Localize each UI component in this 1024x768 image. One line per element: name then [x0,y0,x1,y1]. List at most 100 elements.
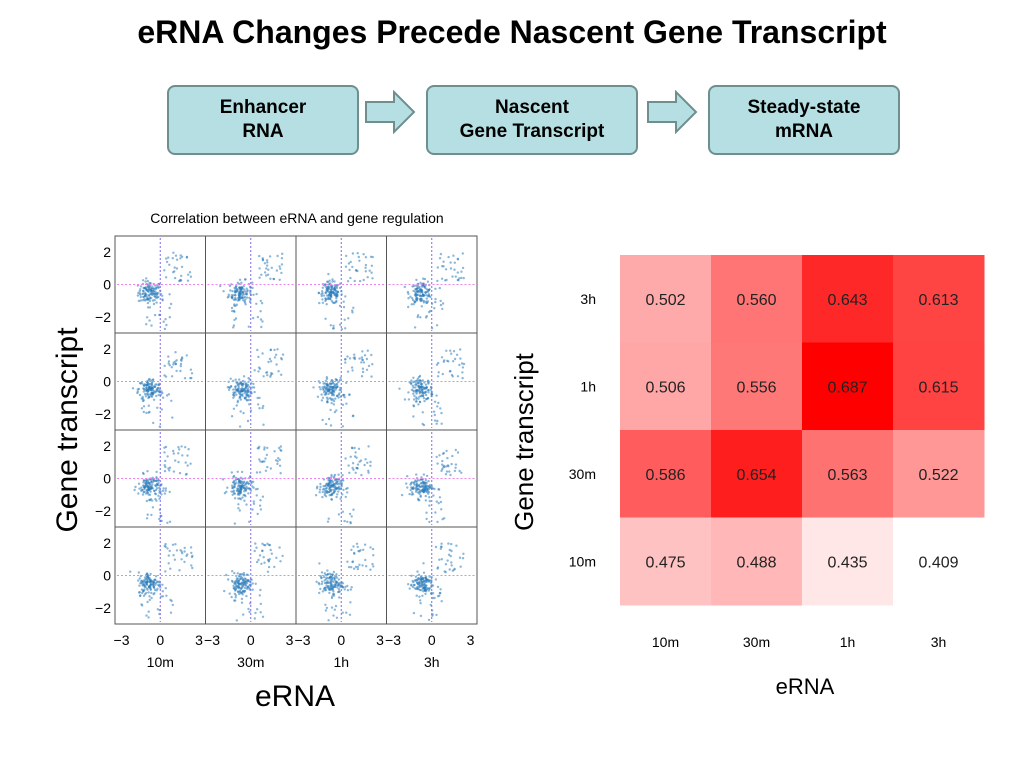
scatter-point [278,464,282,467]
scatter-point [139,288,142,291]
scatter-point [435,394,438,397]
scatter-point [232,391,235,394]
scatter-point [415,293,418,297]
scatter-point [452,360,455,363]
scatter-point [155,476,158,479]
scatter-point [262,375,265,378]
scatter-point [455,353,459,356]
scatter-point [154,290,157,294]
scatter-point [166,521,169,524]
scatter-point [157,393,160,397]
scatter-point [161,299,164,302]
scatter-point [162,320,165,323]
scatter-point [238,479,241,482]
scatter-point [138,393,142,397]
scatter-point [142,484,145,487]
scatter-point [351,414,355,418]
scatter-point [169,302,173,306]
scatter-point [241,293,244,296]
scatter-point [418,395,421,398]
scatter-point [417,397,420,400]
scatter-point [410,379,413,382]
scatter-point [370,375,373,378]
scatter-point [321,286,324,289]
scatter-point [148,286,151,289]
scatter-point [280,373,283,376]
scatter-point [356,252,359,255]
scatter-point [419,297,422,300]
scatter-point [447,360,450,363]
scatter-point [150,486,153,490]
scatter-point [140,407,144,410]
scatter-point [418,390,421,393]
scatter-point [236,383,239,387]
scatter-point [420,291,424,294]
scatter-point [418,400,422,404]
scatter-point [343,318,346,321]
heatmap-x-tick-label: 10m [652,634,679,650]
heatmap-y-axis-label: Gene transcript [509,352,539,531]
scatter-point [324,283,327,286]
scatter-point [460,362,464,365]
scatter-point [329,284,333,287]
flow-box-enhancer-rna: Enhancer RNA [167,85,359,155]
scatter-point [349,276,352,280]
scatter-point [151,387,154,390]
scatter-point [242,375,246,378]
scatter-point [160,519,163,523]
scatter-point [244,298,247,301]
scatter-point [361,370,365,374]
scatter-point [409,295,412,298]
scatter-point [351,309,354,312]
scatter-point [237,386,240,389]
scatter-point [274,353,278,356]
scatter-point [330,290,333,293]
scatter-point [259,310,262,313]
scatter-point [163,451,166,454]
scatter-point [278,458,281,461]
scatter-point [253,369,256,372]
scatter-point [172,449,175,453]
flow-box-nascent-line2: Gene Transcript [459,121,605,142]
scatter-point [155,287,158,290]
scatter-point [419,281,422,284]
scatter-point [338,379,341,382]
scatter-point [420,285,424,288]
scatter-point [236,470,239,473]
scatter-point [425,398,428,401]
scatter-point [247,398,251,402]
scatter-point [329,324,332,327]
scatter-point [162,487,165,490]
scatter-point [439,252,443,256]
scatter-point [232,324,236,327]
scatter-point [357,255,360,259]
scatter-point [155,390,158,393]
scatter-point [461,371,464,374]
scatter-point [270,266,273,269]
scatter-point [179,369,182,373]
scatter-point [154,492,157,496]
scatter-point [265,259,269,262]
scatter-point [136,391,139,395]
scatter-point [167,362,170,365]
scatter-point [450,352,453,355]
scatter-panel-3h-30m [207,238,294,331]
scatter-point [316,395,320,398]
scatter-point [232,388,235,391]
scatter-point [256,315,260,319]
scatter-panel-1h-30m [207,335,294,428]
scatter-point [331,278,334,281]
scatter-point [363,354,367,357]
flow-box-steady-state-line1: Steady-state [747,97,861,118]
scatter-point [255,302,258,305]
scatter-point [151,480,154,484]
scatter-point [241,477,244,480]
scatter-point [142,292,145,295]
scatter-point [444,268,448,271]
scatter-point [416,315,419,319]
scatter-point [276,348,279,351]
scatter-point [338,388,341,392]
scatter-point [266,446,269,450]
scatter-point [326,280,330,284]
heatmap-value-label: 0.687 [827,379,867,396]
